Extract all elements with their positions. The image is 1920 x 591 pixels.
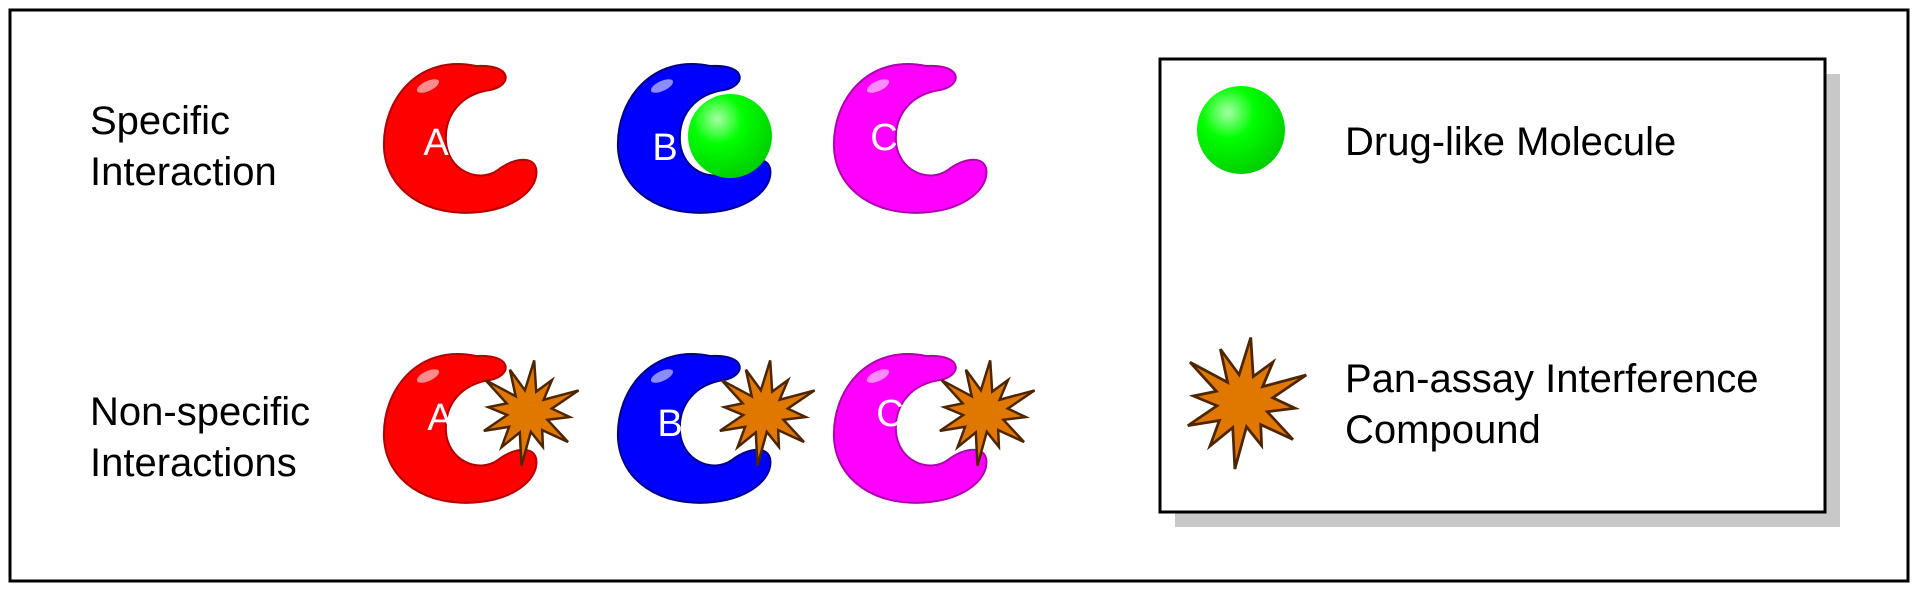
- drug-molecule-bound: [688, 94, 772, 178]
- pains-starburst-c: [939, 360, 1036, 466]
- protein-label-c: C: [870, 117, 897, 159]
- protein-label-b-2: B: [657, 403, 682, 445]
- protein-c-nonspecific: C: [832, 353, 1036, 504]
- protein-label-a-2: A: [427, 397, 453, 439]
- protein-b-specific: B: [616, 63, 772, 214]
- protein-label-a: A: [423, 122, 449, 164]
- protein-label-b: B: [652, 127, 677, 169]
- pains-starburst-a: [483, 360, 580, 466]
- legend-pains-label-line1: Pan-assay Interference: [1345, 357, 1759, 401]
- green-sphere-icon: [1197, 86, 1285, 174]
- starburst-icon: [1187, 337, 1308, 470]
- row-label-nonspecific-line1: Non-specific: [90, 390, 310, 434]
- legend: Drug-like Molecule Pan-assay Interferenc…: [1158, 57, 1840, 527]
- protein-b-nonspecific: B: [616, 353, 816, 504]
- protein-c-specific: C: [832, 63, 988, 214]
- legend-pains-label-line2: Compound: [1345, 408, 1541, 452]
- pains-starburst-b: [719, 360, 816, 466]
- protein-a-nonspecific: A: [382, 353, 580, 504]
- row-label-specific-line2: Interaction: [90, 150, 277, 194]
- row-label-nonspecific-line2: Interactions: [90, 441, 297, 485]
- legend-drug-label: Drug-like Molecule: [1345, 120, 1676, 164]
- row-label-specific-line1: Specific: [90, 99, 230, 143]
- protein-label-c-2: C: [876, 393, 903, 435]
- protein-a-specific: A: [382, 63, 538, 214]
